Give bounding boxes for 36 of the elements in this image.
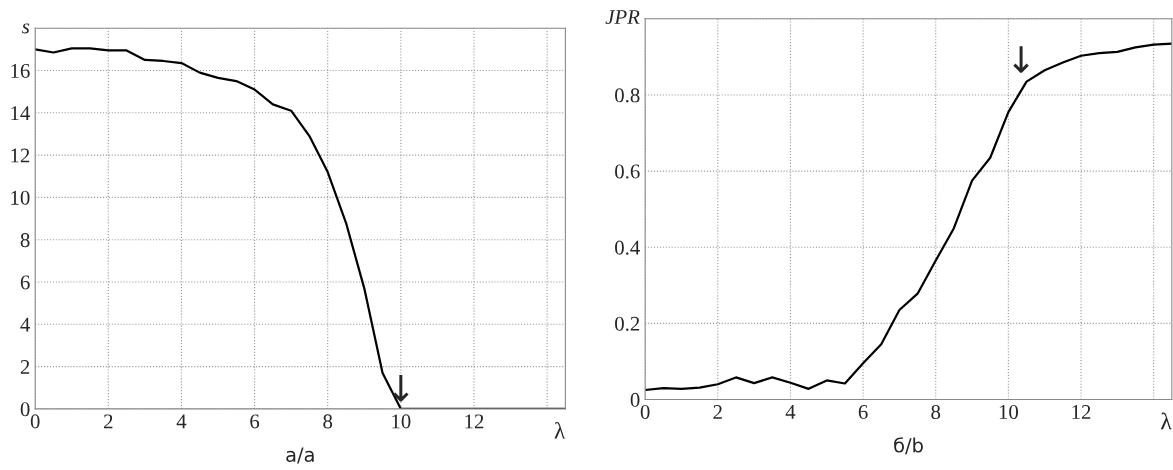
y-tick-label: 4	[20, 317, 30, 332]
x-tick-label: 0	[30, 414, 40, 429]
x-tick-label: 8	[931, 404, 941, 420]
y-tick-label: 0.2	[615, 316, 640, 331]
y-tick-label: 12	[11, 148, 30, 163]
x-tick-label: 12	[465, 414, 484, 429]
x-tick-label: 0	[640, 404, 650, 420]
y-tick-label: 2	[20, 360, 30, 374]
x-tick-label: 10	[999, 404, 1018, 420]
x-axis-title: λ	[554, 421, 566, 439]
y-tick-label: 10	[11, 190, 30, 205]
y-tick-label: 0.6	[615, 164, 640, 179]
x-tick-label: 8	[323, 414, 333, 429]
x-tick-label: 6	[858, 405, 868, 420]
y-tick-label: 0.4	[615, 240, 640, 255]
y-axis-title: JPR	[605, 10, 640, 25]
text: а/a	[286, 447, 314, 464]
x-tick-label: 12	[1072, 405, 1091, 419]
annotation: ↓	[1013, 46, 1029, 73]
x-tick-label: 2	[713, 405, 722, 419]
y-tick-label: 8	[20, 233, 30, 248]
x-tick-label: 10	[392, 414, 411, 429]
text: б/b	[894, 437, 923, 455]
y-axis-title: s	[22, 23, 30, 34]
annotation: ↓	[393, 375, 409, 402]
line-series	[645, 42, 1172, 392]
x-axis-title: λ	[1161, 412, 1172, 430]
y-tick-label: 16	[11, 63, 30, 78]
x-tick-label: 4	[176, 414, 187, 429]
y-tick-label: 6	[20, 275, 30, 290]
x-tick-label: 6	[250, 414, 260, 429]
x-tick-label: 4	[785, 405, 796, 419]
y-tick-label: 0.8	[615, 88, 640, 103]
x-tick-label: 2	[104, 414, 113, 429]
y-tick-label: 14	[11, 106, 30, 121]
y-tick-label: 0	[630, 392, 640, 407]
